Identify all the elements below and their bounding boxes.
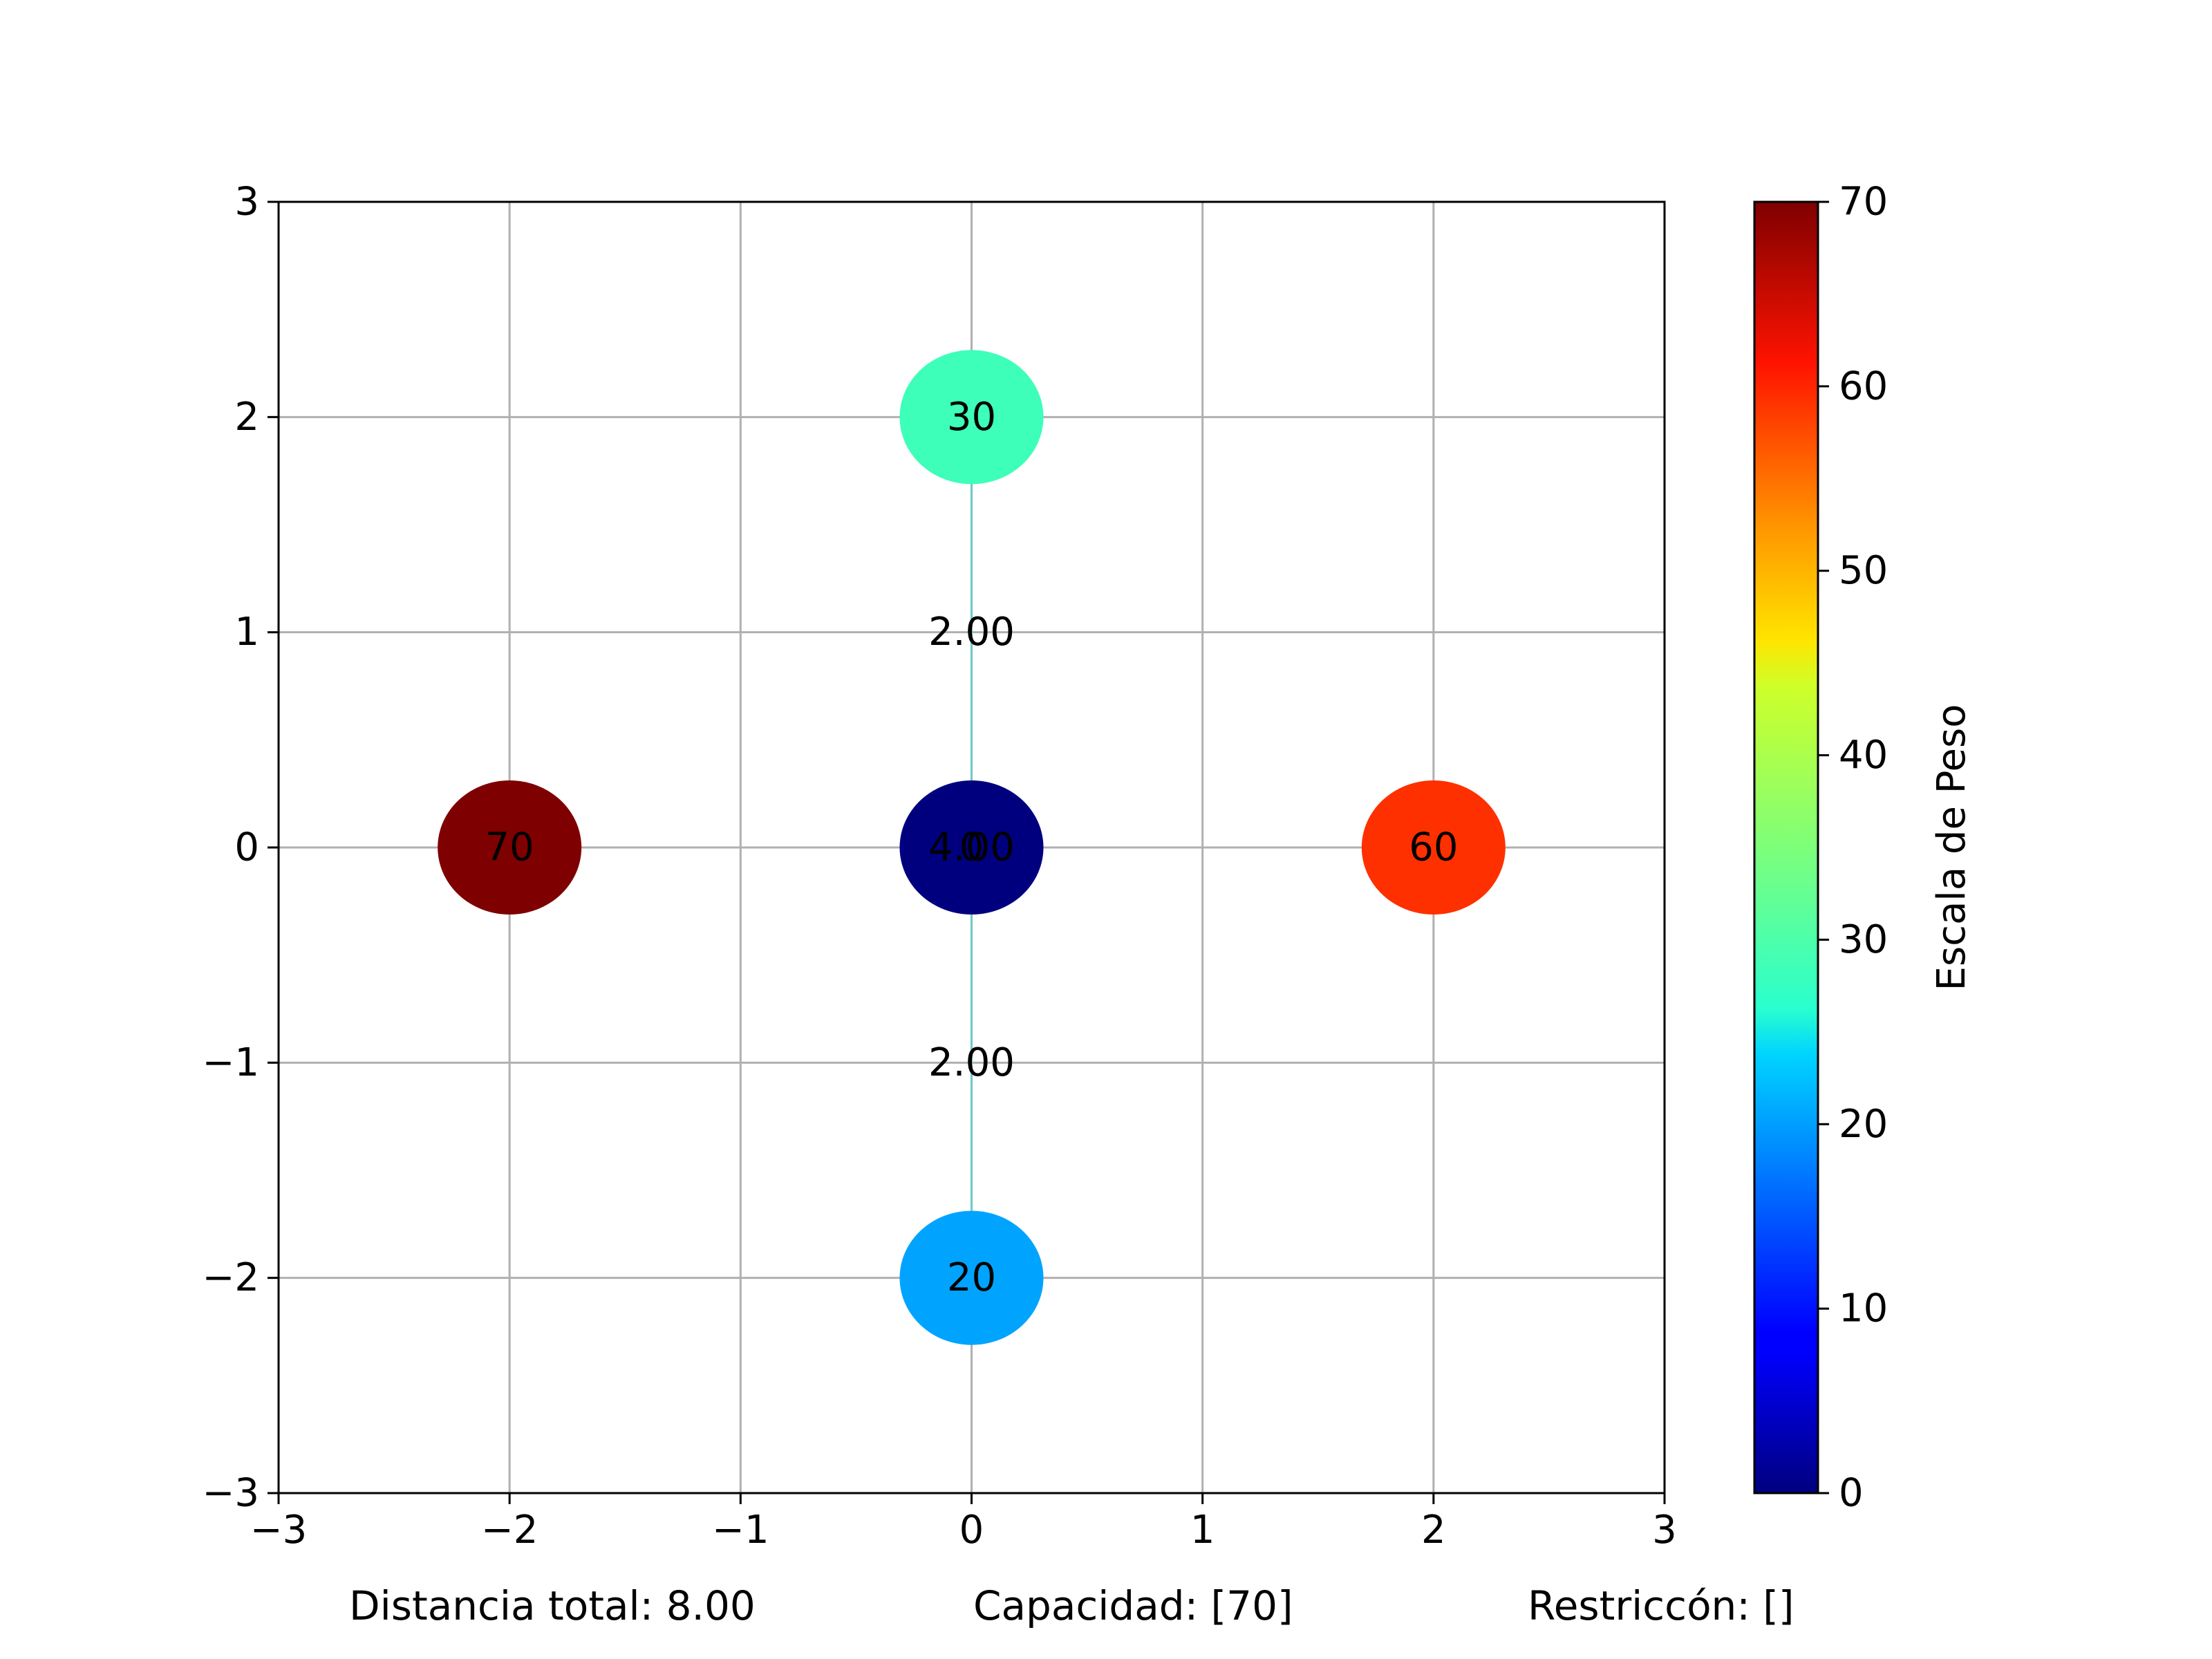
x-tick-label: 1 (1190, 1508, 1215, 1553)
node-label: 0 (959, 825, 984, 870)
colorbar-tick-label: 20 (1839, 1102, 1888, 1147)
node-circle (899, 350, 1044, 485)
node-circle (1361, 780, 1506, 915)
edge-labels: 2.002.002.002.00 (928, 610, 1015, 1085)
colorbar-frame (1753, 200, 1819, 1494)
colorbar-tick-label: 60 (1839, 364, 1888, 409)
x-tick-label: −3 (250, 1508, 308, 1553)
restriction-text: Restriccón: [] (1528, 1582, 1794, 1629)
node-label: 70 (485, 825, 534, 870)
colorbar-gradient (1754, 202, 1818, 1493)
y-tick-label: 1 (234, 610, 259, 655)
colorbar-tick-label: 50 (1839, 548, 1888, 593)
y-tick-label: 2 (234, 395, 259, 440)
distance-total-text: Distancia total: 8.00 (349, 1582, 756, 1629)
nodes (438, 350, 1506, 1345)
x-axis: −3 −2 −1 0 1 2 3 (250, 1493, 1677, 1553)
x-tick-label: −2 (481, 1508, 538, 1553)
colorbar-tick-label: 0 (1839, 1471, 1864, 1516)
y-tick-label: −3 (202, 1471, 259, 1516)
colorbar-tick-label: 30 (1839, 917, 1888, 962)
colorbar-label: Escala de Peso (1929, 704, 1974, 991)
y-tick-label: −2 (202, 1255, 259, 1300)
node-label: 30 (947, 395, 996, 440)
y-axis: −3 −2 −1 0 1 2 3 (202, 180, 279, 1516)
colorbar-tick-label: 10 (1839, 1286, 1888, 1331)
node-circle (899, 780, 1044, 915)
y-tick-label: −1 (202, 1040, 259, 1085)
x-tick-label: 0 (959, 1508, 984, 1553)
footer: Distancia total: 8.00 Capacidad: [70] Re… (349, 1582, 1794, 1629)
colorbar-tick-label: 70 (1839, 180, 1888, 225)
edge-label: 2.00 (928, 1040, 1015, 1085)
x-tick-label: −1 (712, 1508, 769, 1553)
colorbar-ticks: 0 10 20 30 40 50 60 70 (1818, 180, 1888, 1516)
y-tick-label: 0 (234, 825, 259, 870)
capacity-text: Capacidad: [70] (973, 1582, 1293, 1629)
node-label: 20 (947, 1255, 996, 1300)
y-tick-label: 3 (234, 180, 259, 225)
edge-label: 2.00 (928, 1040, 1015, 1085)
colorbar-tick-label: 40 (1839, 733, 1888, 778)
node-labels: 0 30 20 70 60 (485, 395, 1459, 1300)
x-tick-label: 2 (1421, 1508, 1446, 1553)
edge-label: 2.00 (928, 610, 1015, 655)
node-circle (438, 780, 582, 915)
x-tick-label: 3 (1652, 1508, 1677, 1553)
node-label: 60 (1409, 825, 1458, 870)
edge-label: 2.00 (928, 610, 1015, 655)
colorbar: 0 10 20 30 40 50 60 70 Escala de Peso (1753, 180, 1974, 1516)
node-circle (899, 1210, 1044, 1345)
center-overlay-label: 4.00 (928, 825, 1015, 870)
